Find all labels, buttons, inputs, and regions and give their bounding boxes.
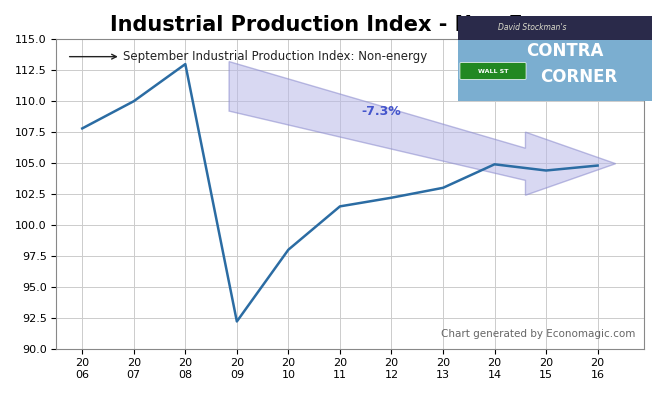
Text: CONTRA: CONTRA [527,43,604,60]
Text: -7.3%: -7.3% [361,105,401,118]
FancyBboxPatch shape [458,16,652,40]
Text: David Stockman's: David Stockman's [498,23,566,32]
Text: September Industrial Production Index: Non-energy: September Industrial Production Index: N… [70,50,428,63]
Polygon shape [229,62,616,195]
Text: CORNER: CORNER [540,68,617,86]
FancyBboxPatch shape [458,16,652,101]
FancyBboxPatch shape [458,40,652,101]
FancyBboxPatch shape [460,62,526,79]
Text: WALL ST: WALL ST [478,68,508,73]
Title: Industrial Production Index - Non Energy: Industrial Production Index - Non Energy [110,15,590,35]
Text: Chart generated by Economagic.com: Chart generated by Economagic.com [441,329,635,339]
